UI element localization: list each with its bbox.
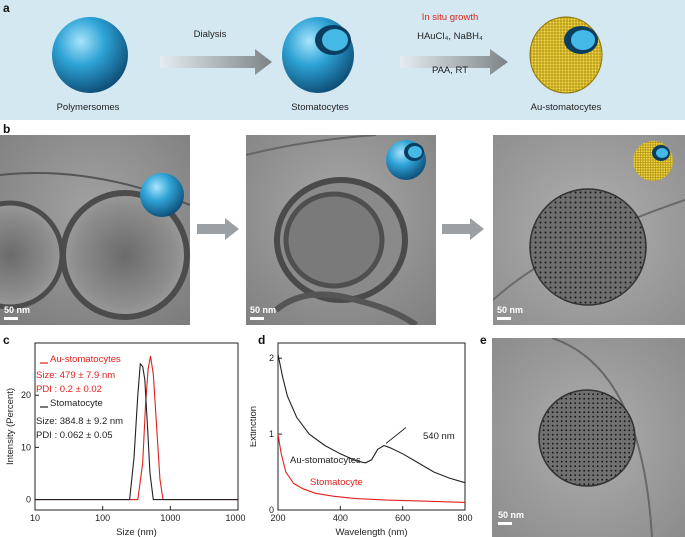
panel-letter-b: b bbox=[3, 122, 11, 136]
legend-au-name: Au-stomatocytes bbox=[50, 354, 121, 365]
label-au-curve: Au-stomatocytes bbox=[290, 455, 361, 466]
tem-drawing-1 bbox=[0, 135, 190, 325]
stomatocyte-shape bbox=[282, 17, 354, 93]
tem-image-au-stomatocytes: 50 nm bbox=[493, 135, 685, 325]
series-line-0 bbox=[277, 354, 466, 484]
label-dialysis: Dialysis bbox=[193, 29, 227, 40]
panel-letter-d: d bbox=[258, 333, 266, 347]
tem-drawing-2 bbox=[246, 135, 436, 325]
scalebar-label-2: 50 nm bbox=[250, 305, 277, 315]
polymersome-sphere bbox=[52, 17, 128, 93]
series-line-0 bbox=[35, 355, 238, 501]
series-line-1 bbox=[277, 434, 466, 503]
schematic-panel: a bbox=[0, 0, 685, 120]
arrow-2 bbox=[400, 49, 508, 75]
x-tick-label: 400 bbox=[333, 513, 348, 523]
y-tick-label: 0 bbox=[26, 495, 31, 505]
legend-au-size: Size: 479 ± 7.9 nm bbox=[36, 370, 116, 381]
scalebar-2 bbox=[250, 317, 264, 320]
x-axis-label: Wavelength (nm) bbox=[336, 527, 408, 537]
y-axis-label: Intensity (Percent) bbox=[5, 388, 16, 465]
scalebar-label-3: 50 nm bbox=[497, 305, 524, 315]
label-au-stomatocytes: Au-stomatocytes bbox=[530, 102, 602, 113]
x-tick-label: 600 bbox=[395, 513, 410, 523]
y-tick-label: 10 bbox=[21, 442, 31, 452]
x-axis-label: Size (nm) bbox=[116, 527, 157, 537]
series-line-1 bbox=[35, 362, 238, 501]
tem-image-stomatocytes: 50 nm bbox=[246, 135, 436, 325]
arrow-b2 bbox=[442, 218, 484, 240]
x-tick-label: 10 bbox=[30, 513, 40, 523]
scalebar-label-e: 50 nm bbox=[498, 510, 525, 520]
scalebar-3 bbox=[497, 317, 511, 320]
tem-image-polymersomes: 50 nm bbox=[0, 135, 190, 325]
plot-frame bbox=[34, 342, 239, 511]
label-reagents: HAuCl₄, NaBH₄ bbox=[417, 31, 483, 42]
legend-sto-size: Size: 384.8 ± 9.2 nm bbox=[36, 416, 124, 427]
y-tick-label: 2 bbox=[269, 353, 274, 363]
x-tick-label: 200 bbox=[270, 513, 285, 523]
tem-drawing-e bbox=[492, 338, 685, 537]
x-tick-label: 1000 bbox=[160, 513, 180, 523]
scalebar-e bbox=[498, 522, 512, 525]
extinction-chart: 200 400 600 800 0 1 2 Wavelength (nm) Extinction bbox=[250, 342, 473, 537]
legend-sto-pdi: PDI : 0.062 ± 0.05 bbox=[36, 430, 113, 441]
label-in-situ-growth: In situ growth bbox=[421, 12, 479, 23]
extinction-labels: Au-stomatocytes 540 nm Stomatocyte bbox=[250, 335, 475, 537]
arrow-b1 bbox=[197, 218, 239, 240]
label-polymersomes: Polymersomes bbox=[56, 102, 120, 113]
au-stomatocyte-shape bbox=[529, 16, 603, 94]
schematic-drawing bbox=[52, 16, 603, 94]
dls-legend: Au-stomatocytes Size: 479 ± 7.9 nm PDI :… bbox=[0, 335, 245, 537]
label-conditions: PAA, RT bbox=[431, 65, 469, 76]
x-tick-label: 100 bbox=[95, 513, 110, 523]
x-tick-label: 800 bbox=[457, 513, 472, 523]
panel-letter-a: a bbox=[3, 1, 10, 15]
y-tick-label: 20 bbox=[21, 390, 31, 400]
peak-pointer bbox=[385, 427, 407, 444]
tem-drawing-3 bbox=[493, 135, 685, 325]
scalebar-label-1: 50 nm bbox=[4, 305, 31, 315]
arrow-1 bbox=[160, 49, 272, 75]
plot-frame bbox=[277, 342, 466, 511]
legend-au-pdi: PDI : 0.2 ± 0.02 bbox=[36, 384, 102, 395]
panel-letter-c: c bbox=[3, 333, 10, 347]
y-axis-label: Extinction bbox=[250, 406, 259, 447]
label-stomatocytes: Stomatocytes bbox=[291, 102, 349, 113]
legend-sto-name: Stomatocyte bbox=[50, 398, 103, 409]
y-tick-label: 0 bbox=[269, 505, 274, 515]
label-stomatocyte-curve: Stomatocyte bbox=[310, 477, 363, 488]
scalebar-1 bbox=[4, 317, 18, 320]
label-peak: 540 nm bbox=[423, 431, 455, 442]
tem-image-panel-e: 50 nm bbox=[492, 338, 685, 537]
y-tick-label: 1 bbox=[269, 429, 274, 439]
panel-letter-e: e bbox=[480, 333, 487, 347]
